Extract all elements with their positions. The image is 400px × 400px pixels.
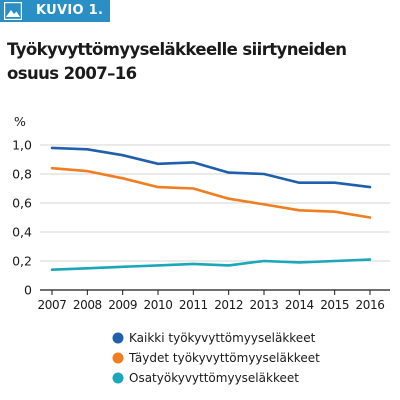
series-line <box>50 166 372 219</box>
x-tick-label: 2010 <box>144 298 173 312</box>
legend-marker <box>112 372 124 384</box>
figure-badge: KUVIO 1. <box>0 0 110 22</box>
x-tick-label: 2007 <box>38 298 67 312</box>
y-tick-label: 1,0 <box>12 138 32 153</box>
y-axis-label: % <box>14 114 26 129</box>
y-tick-label: 0,4 <box>12 225 32 240</box>
y-tick-label: 0,6 <box>12 196 32 211</box>
legend-marker <box>112 332 124 344</box>
x-tick-label: 2013 <box>250 298 279 312</box>
legend-marker <box>112 352 124 364</box>
y-tick-label: 0 <box>24 283 32 298</box>
legend-label: Kaikki työkyvyttömyyseläkkeet <box>129 331 316 345</box>
series-line <box>50 258 372 272</box>
landscape-icon <box>4 2 22 20</box>
chart-title: Työkyvyttömyyseläkkeelle siirtyneiden os… <box>7 40 347 83</box>
x-tick-label: 2011 <box>179 298 208 312</box>
x-tick-label: 2016 <box>356 298 385 312</box>
y-axis-ticks: 0 0,2 0,4 0,6 0,8 1,0 <box>12 138 32 298</box>
y-tick-label: 0,2 <box>12 254 32 269</box>
x-axis-ticks: 2007 2008 2009 2010 2011 2012 2013 2014 2015 2016 <box>38 290 385 312</box>
legend-label: Täydet työkyvyttömyyseläkkeet <box>128 351 320 365</box>
x-tick-label: 2008 <box>73 298 102 312</box>
legend: Kaikki työkyvyttömyyseläkkeet Täydet työk… <box>112 331 320 385</box>
series-lines <box>50 146 372 272</box>
x-tick-label: 2009 <box>108 298 137 312</box>
x-tick-label: 2015 <box>320 298 349 312</box>
figure-number: KUVIO 1. <box>36 3 104 18</box>
series-line <box>50 146 372 189</box>
x-tick-label: 2012 <box>214 298 243 312</box>
legend-label: Osatyökyvyttömyyseläkkeet <box>129 371 299 385</box>
x-tick-label: 2014 <box>285 298 314 312</box>
y-tick-label: 0,8 <box>12 167 32 182</box>
